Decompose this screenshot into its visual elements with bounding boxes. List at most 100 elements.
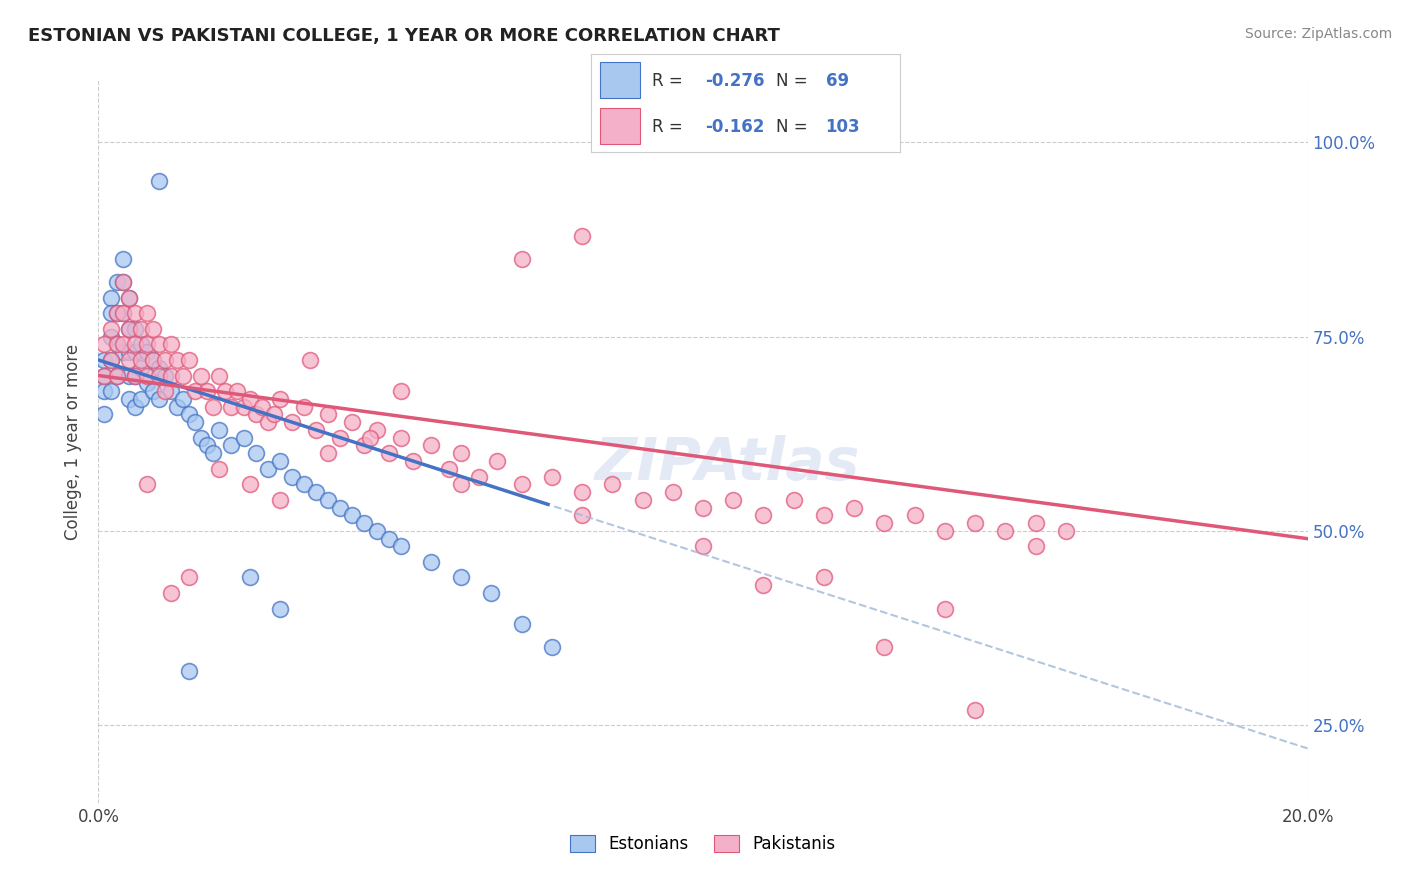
Point	[292, 400, 315, 414]
Point	[135, 345, 157, 359]
Point	[221, 438, 243, 452]
Text: ZIPAtlas: ZIPAtlas	[595, 434, 860, 491]
Point	[540, 469, 562, 483]
Point	[1024, 516, 1046, 530]
Point	[366, 423, 388, 437]
Point	[135, 368, 157, 383]
Point	[124, 345, 146, 359]
Point	[184, 384, 207, 398]
Point	[148, 174, 170, 188]
Point	[172, 368, 194, 383]
Point	[269, 601, 291, 615]
Point	[135, 306, 157, 320]
Point	[752, 508, 775, 523]
Point	[292, 477, 315, 491]
Point	[100, 291, 122, 305]
Point	[269, 392, 291, 406]
Text: R =: R =	[652, 72, 683, 90]
Point	[105, 368, 128, 383]
Point	[93, 337, 115, 351]
Point	[450, 570, 472, 584]
Point	[118, 368, 141, 383]
Point	[813, 570, 835, 584]
Point	[316, 408, 339, 422]
Point	[486, 454, 509, 468]
Point	[160, 384, 183, 398]
Point	[135, 376, 157, 391]
Point	[118, 392, 141, 406]
Point	[245, 446, 267, 460]
Point	[571, 228, 593, 243]
Point	[118, 353, 141, 368]
Point	[160, 586, 183, 600]
Point	[118, 291, 141, 305]
Point	[190, 368, 212, 383]
Point	[450, 477, 472, 491]
Point	[142, 384, 165, 398]
Point	[100, 306, 122, 320]
Point	[934, 524, 956, 538]
Text: 69: 69	[825, 72, 849, 90]
Point	[148, 392, 170, 406]
Point	[377, 532, 399, 546]
Point	[389, 384, 412, 398]
Point	[148, 368, 170, 383]
Point	[135, 477, 157, 491]
Point	[965, 516, 987, 530]
Point	[366, 524, 388, 538]
Point	[184, 415, 207, 429]
Text: 103: 103	[825, 118, 860, 136]
Point	[166, 353, 188, 368]
Point	[111, 345, 134, 359]
Point	[124, 306, 146, 320]
Point	[179, 353, 201, 368]
Text: Source: ZipAtlas.com: Source: ZipAtlas.com	[1244, 27, 1392, 41]
Point	[105, 306, 128, 320]
Point	[129, 392, 152, 406]
Point	[329, 431, 352, 445]
Point	[965, 702, 987, 716]
Point	[269, 454, 291, 468]
Point	[329, 500, 352, 515]
Point	[873, 516, 896, 530]
Point	[934, 601, 956, 615]
Point	[129, 337, 152, 351]
Point	[661, 485, 683, 500]
Point	[208, 368, 231, 383]
Y-axis label: College, 1 year or more: College, 1 year or more	[65, 343, 83, 540]
Bar	[600, 62, 640, 98]
Text: -0.162: -0.162	[704, 118, 765, 136]
Point	[111, 306, 134, 320]
Point	[166, 400, 188, 414]
Point	[190, 431, 212, 445]
Point	[269, 492, 291, 507]
Point	[844, 500, 866, 515]
Point	[153, 384, 176, 398]
Point	[468, 469, 491, 483]
Text: -0.276: -0.276	[704, 72, 765, 90]
Point	[450, 446, 472, 460]
Point	[111, 306, 134, 320]
Point	[111, 275, 134, 289]
Point	[316, 446, 339, 460]
Point	[342, 415, 364, 429]
Point	[93, 368, 115, 383]
Point	[142, 353, 165, 368]
Point	[111, 275, 134, 289]
Point	[239, 392, 262, 406]
Point	[179, 664, 201, 678]
Point	[93, 368, 115, 383]
Point	[692, 540, 714, 554]
Point	[752, 578, 775, 592]
Text: N =: N =	[776, 72, 807, 90]
Point	[420, 438, 443, 452]
Point	[129, 353, 152, 368]
Point	[510, 477, 533, 491]
Point	[124, 322, 146, 336]
Point	[153, 368, 176, 383]
Point	[100, 353, 122, 368]
Point	[93, 384, 115, 398]
Text: N =: N =	[776, 118, 807, 136]
Point	[202, 400, 225, 414]
Point	[299, 353, 322, 368]
